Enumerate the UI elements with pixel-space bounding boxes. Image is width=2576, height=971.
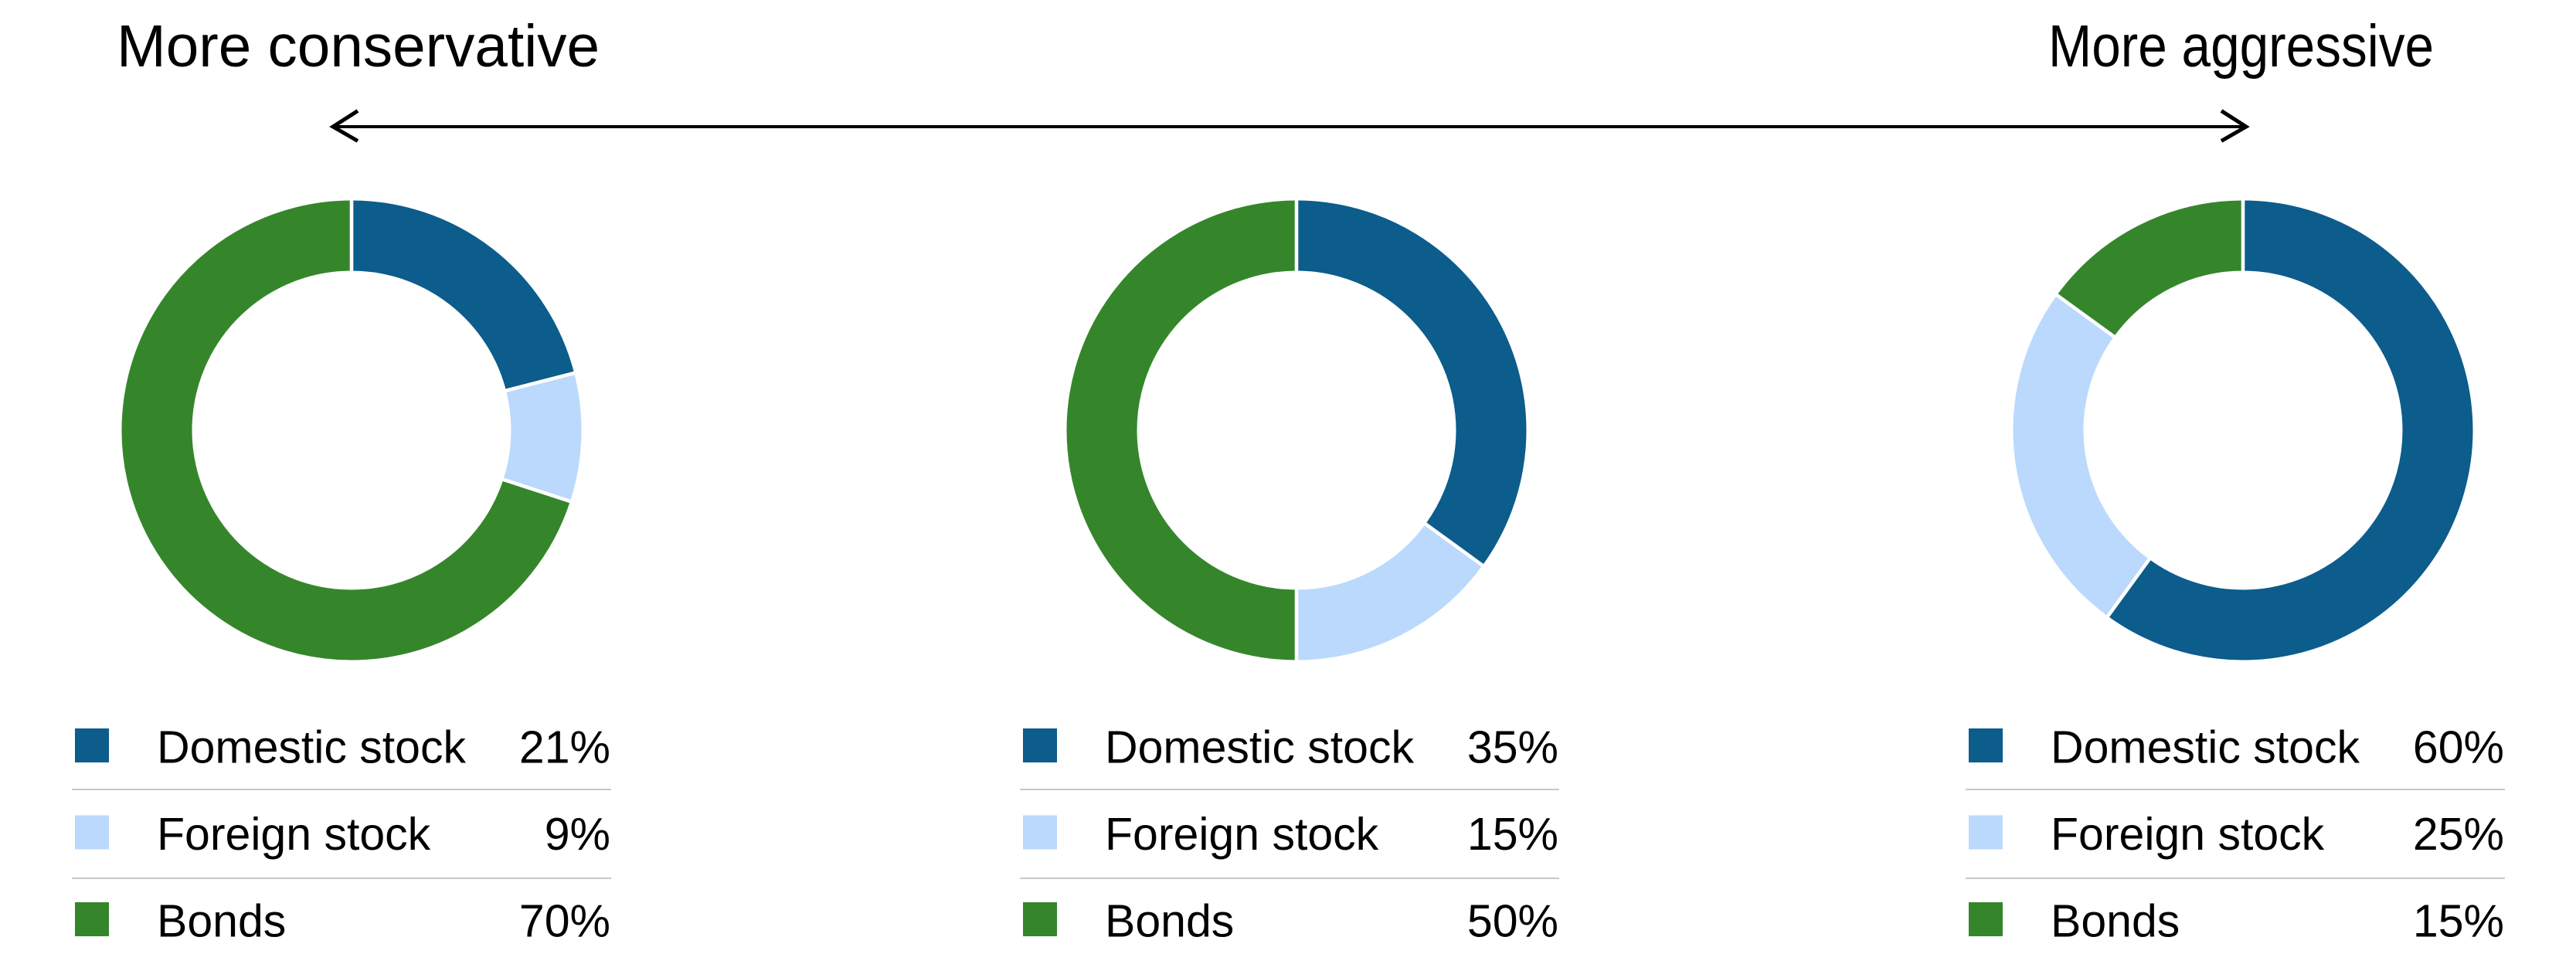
svg-text:Domestic stock: Domestic stock bbox=[2051, 722, 2360, 773]
svg-text:Bonds: Bonds bbox=[2051, 896, 2180, 947]
svg-text:Foreign stock: Foreign stock bbox=[157, 809, 431, 860]
svg-text:More aggressive: More aggressive bbox=[2048, 13, 2434, 80]
svg-text:Bonds: Bonds bbox=[1105, 896, 1234, 947]
svg-text:Bonds: Bonds bbox=[157, 896, 286, 947]
svg-text:21%: 21% bbox=[519, 722, 610, 773]
svg-text:Domestic stock: Domestic stock bbox=[157, 722, 466, 773]
svg-text:Foreign stock: Foreign stock bbox=[2051, 809, 2325, 860]
svg-text:9%: 9% bbox=[545, 809, 610, 860]
svg-text:60%: 60% bbox=[2413, 722, 2504, 773]
svg-text:70%: 70% bbox=[519, 896, 610, 947]
svg-text:15%: 15% bbox=[2413, 896, 2504, 947]
svg-text:50%: 50% bbox=[1467, 896, 1558, 947]
svg-text:25%: 25% bbox=[2413, 809, 2504, 860]
svg-text:35%: 35% bbox=[1467, 722, 1558, 773]
svg-text:Domestic stock: Domestic stock bbox=[1105, 722, 1414, 773]
svg-text:More conservative: More conservative bbox=[117, 13, 600, 80]
svg-text:15%: 15% bbox=[1467, 809, 1558, 860]
svg-text:Foreign stock: Foreign stock bbox=[1105, 809, 1379, 860]
